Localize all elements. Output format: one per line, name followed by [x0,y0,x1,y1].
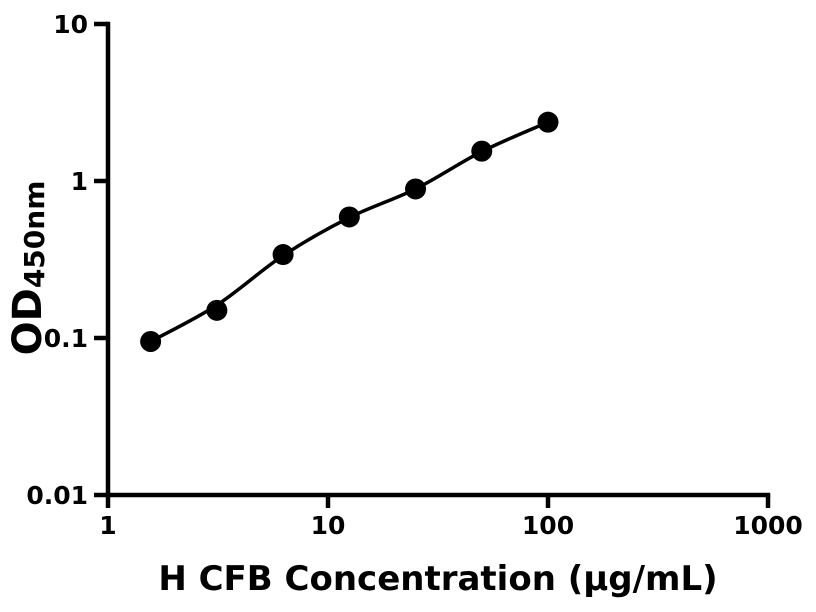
data-point [206,299,228,321]
data-point [471,140,493,162]
data-point [140,330,162,352]
y-tick-label: 0.1 [44,324,88,353]
data-point [537,111,559,133]
y-axis-title: OD450nm [5,181,51,356]
y-tick-label: 0.01 [26,481,88,510]
data-point [272,244,294,266]
x-axis-title: H CFB Concentration (μg/mL) [158,559,718,599]
data-point [405,178,427,200]
x-tick-label: 10 [311,511,346,540]
y-axis-title-subscript: 450nm [18,180,51,289]
y-axis-title-main: OD [5,288,51,356]
x-tick-label: 1 [99,511,116,540]
data-point [338,206,360,228]
x-tick-label: 100 [522,511,574,540]
x-tick-label: 1000 [733,511,803,540]
y-tick-label: 1 [71,167,88,196]
y-tick-label: 10 [53,10,88,39]
